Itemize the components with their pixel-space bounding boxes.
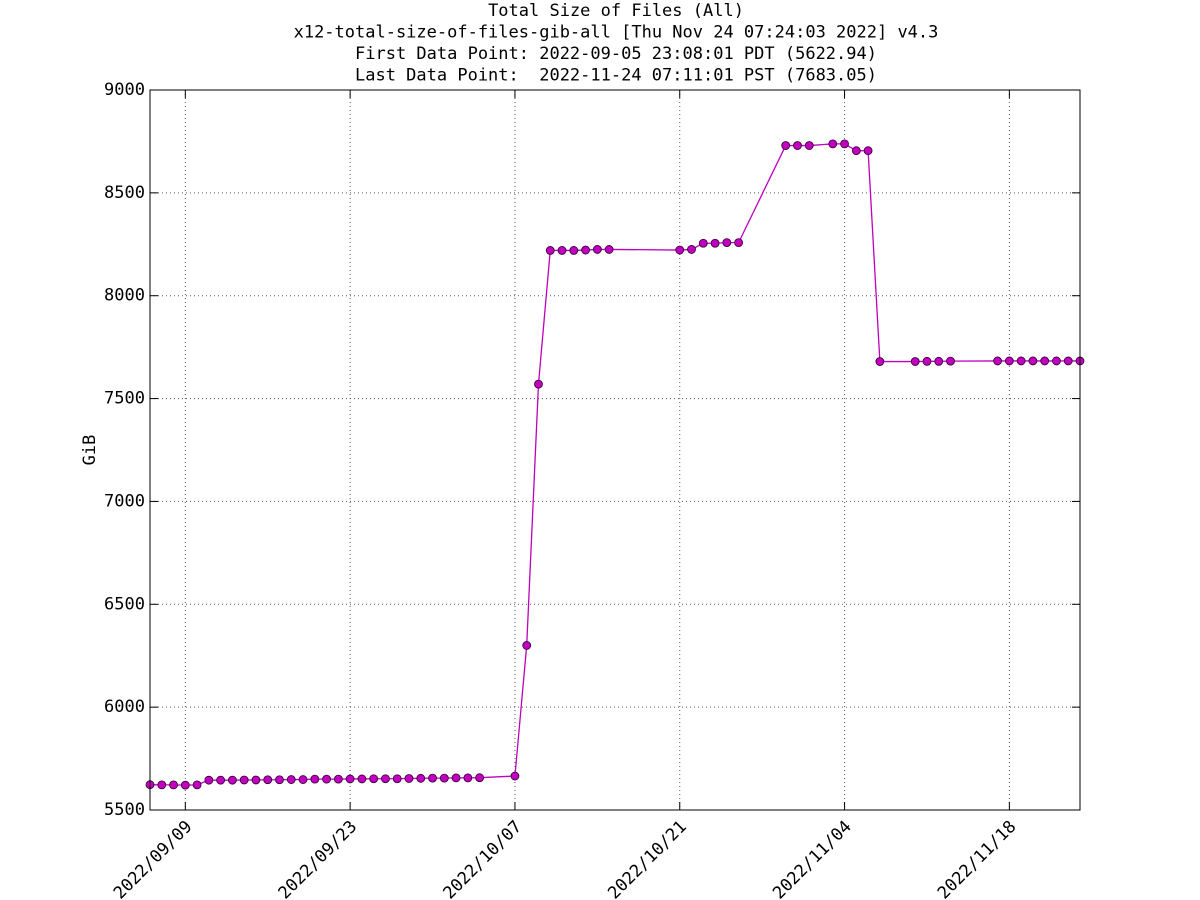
data-point (239, 775, 249, 785)
data-point (1004, 356, 1014, 366)
data-point (993, 356, 1002, 366)
title-block: Total Size of Files (All)x12-total-size-… (294, 1, 939, 86)
chart-title: x12-total-size-of-files-gib-all [Thu Nov… (294, 23, 939, 43)
data-point (169, 780, 178, 790)
data-point (592, 245, 602, 254)
data-point (345, 774, 355, 784)
data-point (793, 141, 802, 150)
data-point (369, 774, 379, 784)
data-point (828, 139, 838, 149)
data-point (722, 238, 732, 248)
data-point (946, 356, 955, 366)
data-point (157, 780, 167, 790)
data-point (439, 773, 449, 783)
chart-title: First Data Point: 2022-09-05 23:08:01 PD… (355, 44, 877, 64)
x-tick-label: 2022/10/21 (604, 817, 691, 900)
data-point (180, 780, 190, 790)
chart-title: Total Size of Files (All) (488, 1, 744, 21)
x-tick-label: 2022/10/07 (439, 817, 526, 900)
data-point (1052, 356, 1061, 366)
y-tick-label: 9000 (104, 80, 145, 100)
data-point (298, 775, 308, 784)
data-point (922, 356, 932, 366)
data-point (569, 246, 579, 255)
data-point (263, 775, 273, 785)
x-tick-label: 2022/11/18 (934, 817, 1021, 900)
y-tick-label: 7000 (104, 491, 145, 511)
x-tick-label: 2022/09/23 (275, 817, 362, 900)
data-point (463, 773, 473, 783)
y-axis-label: GiB (80, 435, 100, 466)
data-point (286, 775, 296, 784)
data-point (251, 775, 261, 785)
data-line (149, 143, 1080, 786)
data-point (910, 357, 920, 366)
data-point (216, 775, 226, 785)
y-tick-label: 6500 (104, 594, 145, 614)
data-point (522, 641, 532, 650)
data-point (698, 238, 708, 248)
data-point (428, 773, 437, 783)
data-point (734, 238, 744, 248)
data-point (557, 246, 567, 255)
y-tick-label: 8000 (104, 286, 145, 306)
data-point (451, 773, 461, 783)
data-point (204, 775, 214, 785)
data-point (781, 141, 791, 150)
data-point (851, 146, 861, 156)
data-point (381, 774, 390, 784)
data-point (687, 245, 696, 254)
x-tick-label: 2022/11/04 (769, 817, 856, 900)
data-point (1063, 356, 1073, 366)
data-point (840, 139, 849, 149)
x-tick-label: 2022/09/09 (110, 817, 197, 900)
data-point (804, 141, 814, 150)
data-point (863, 146, 873, 156)
data-point (934, 356, 944, 366)
data-point (581, 245, 590, 255)
data-point (404, 774, 414, 783)
data-point (228, 775, 237, 785)
data-point (392, 774, 402, 784)
data-point (416, 773, 426, 783)
data-point (1040, 356, 1050, 366)
data-point (475, 773, 485, 783)
y-tick-label: 7500 (104, 389, 145, 409)
data-point (357, 774, 367, 784)
data-point (510, 771, 520, 781)
data-point (604, 245, 614, 254)
data-point (545, 246, 555, 255)
y-tick-label: 8500 (104, 183, 145, 203)
plot-area (145, 89, 1085, 811)
data-point (875, 357, 885, 366)
y-tick-label: 5500 (104, 800, 145, 820)
plot-frame (149, 89, 1081, 811)
y-tick-label: 6000 (104, 697, 145, 717)
data-point (1028, 356, 1038, 366)
data-point (675, 245, 685, 255)
chart-title: Last Data Point: 2022-11-24 07:11:01 PST… (355, 66, 877, 86)
data-point (710, 238, 720, 248)
data-point (1016, 356, 1026, 366)
data-point (322, 774, 331, 784)
data-point (333, 774, 343, 784)
data-point (534, 379, 543, 389)
data-point (310, 774, 320, 784)
data-point (275, 775, 284, 785)
data-point (192, 780, 202, 790)
